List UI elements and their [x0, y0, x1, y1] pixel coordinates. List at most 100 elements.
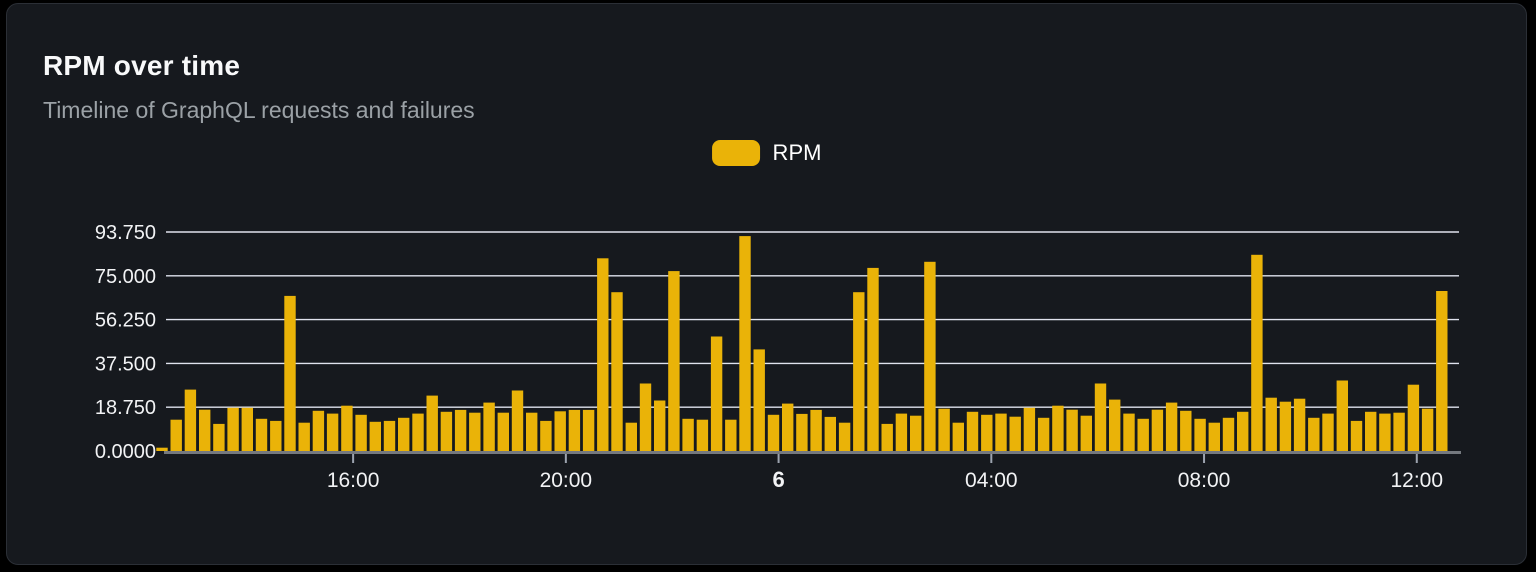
- bar[interactable]: [369, 421, 381, 451]
- bar[interactable]: [199, 409, 211, 451]
- bar[interactable]: [440, 411, 453, 451]
- bar[interactable]: [625, 422, 637, 451]
- bar[interactable]: [1165, 402, 1178, 451]
- bar[interactable]: [995, 413, 1007, 451]
- bar[interactable]: [412, 413, 424, 451]
- bar[interactable]: [1350, 420, 1363, 451]
- bar[interactable]: [597, 258, 609, 451]
- bar[interactable]: [1094, 383, 1107, 452]
- bar[interactable]: [184, 389, 197, 451]
- bar[interactable]: [1365, 411, 1377, 451]
- bar[interactable]: [767, 414, 780, 451]
- x-tick-label: 08:00: [1178, 469, 1231, 492]
- bar[interactable]: [981, 414, 993, 451]
- bar[interactable]: [796, 413, 808, 451]
- bar[interactable]: [1293, 398, 1306, 451]
- bar[interactable]: [696, 419, 709, 451]
- bar[interactable]: [1222, 417, 1235, 451]
- bar[interactable]: [454, 409, 467, 451]
- bar[interactable]: [753, 349, 765, 451]
- bar[interactable]: [213, 423, 225, 451]
- bar[interactable]: [526, 412, 538, 451]
- bar[interactable]: [326, 413, 339, 451]
- bar[interactable]: [511, 390, 524, 452]
- bar[interactable]: [910, 415, 922, 451]
- bar[interactable]: [710, 336, 723, 452]
- bar[interactable]: [668, 271, 680, 451]
- bar[interactable]: [398, 417, 410, 451]
- bar[interactable]: [1436, 291, 1448, 451]
- bar[interactable]: [298, 422, 310, 451]
- bar[interactable]: [1265, 397, 1277, 451]
- bar[interactable]: [227, 407, 239, 451]
- bar[interactable]: [739, 236, 751, 451]
- bar[interactable]: [1151, 409, 1164, 451]
- bar[interactable]: [554, 411, 566, 451]
- bar[interactable]: [1421, 408, 1434, 451]
- bar[interactable]: [895, 413, 908, 451]
- bar[interactable]: [1208, 422, 1220, 451]
- bar[interactable]: [1066, 409, 1078, 451]
- bar[interactable]: [639, 383, 652, 452]
- x-tick-label: 04:00: [965, 469, 1018, 492]
- bar[interactable]: [782, 403, 794, 451]
- bar[interactable]: [881, 423, 893, 451]
- bar[interactable]: [1251, 254, 1263, 451]
- bar[interactable]: [1322, 413, 1334, 451]
- bar[interactable]: [582, 409, 595, 451]
- bar[interactable]: [924, 261, 936, 451]
- bar[interactable]: [568, 409, 581, 451]
- bar[interactable]: [938, 408, 950, 451]
- bar[interactable]: [1379, 413, 1391, 451]
- bar[interactable]: [1393, 412, 1405, 451]
- bar[interactable]: [255, 418, 268, 451]
- bar[interactable]: [611, 292, 623, 451]
- bar[interactable]: [682, 418, 694, 451]
- x-tick-label: 12:00: [1390, 469, 1443, 492]
- bar[interactable]: [1237, 411, 1249, 451]
- y-tick-label: 37.500: [95, 353, 156, 375]
- bar[interactable]: [838, 422, 851, 451]
- bar[interactable]: [241, 407, 253, 451]
- bar[interactable]: [966, 411, 979, 451]
- bar[interactable]: [1137, 418, 1149, 451]
- x-tick-label: 16:00: [327, 469, 380, 492]
- bar[interactable]: [1279, 401, 1292, 451]
- bar[interactable]: [725, 419, 737, 451]
- bar[interactable]: [824, 416, 836, 451]
- bar[interactable]: [1080, 415, 1092, 451]
- bar[interactable]: [170, 419, 182, 451]
- legend-item-rpm[interactable]: RPM: [711, 140, 821, 166]
- bar[interactable]: [284, 295, 296, 451]
- bar[interactable]: [156, 447, 168, 451]
- bar[interactable]: [1407, 384, 1420, 451]
- bar[interactable]: [1009, 416, 1021, 451]
- rpm-bar-chart[interactable]: 0.0000 18.750 37.500 56.250 75.000 93.750 16:0…: [7, 4, 1528, 564]
- bar[interactable]: [426, 395, 438, 451]
- bar[interactable]: [1037, 417, 1050, 451]
- bar[interactable]: [355, 414, 367, 451]
- bar[interactable]: [341, 405, 353, 451]
- bar[interactable]: [1123, 413, 1135, 451]
- bar[interactable]: [810, 409, 822, 451]
- bar[interactable]: [497, 412, 509, 451]
- bar[interactable]: [1336, 380, 1348, 452]
- bar[interactable]: [853, 292, 865, 451]
- bar[interactable]: [1180, 410, 1192, 451]
- y-tick-label: 18.750: [95, 397, 156, 419]
- bar[interactable]: [270, 420, 282, 451]
- bar[interactable]: [1194, 418, 1206, 451]
- bar[interactable]: [1052, 405, 1064, 451]
- bar[interactable]: [1308, 417, 1320, 451]
- bar[interactable]: [952, 422, 964, 451]
- bar[interactable]: [483, 402, 495, 451]
- bar[interactable]: [654, 400, 666, 452]
- bar[interactable]: [312, 410, 325, 451]
- bar[interactable]: [1109, 399, 1121, 451]
- bar[interactable]: [1023, 407, 1036, 451]
- bar[interactable]: [867, 267, 879, 451]
- bar[interactable]: [469, 412, 481, 451]
- bar[interactable]: [540, 420, 552, 451]
- bar[interactable]: [383, 420, 396, 451]
